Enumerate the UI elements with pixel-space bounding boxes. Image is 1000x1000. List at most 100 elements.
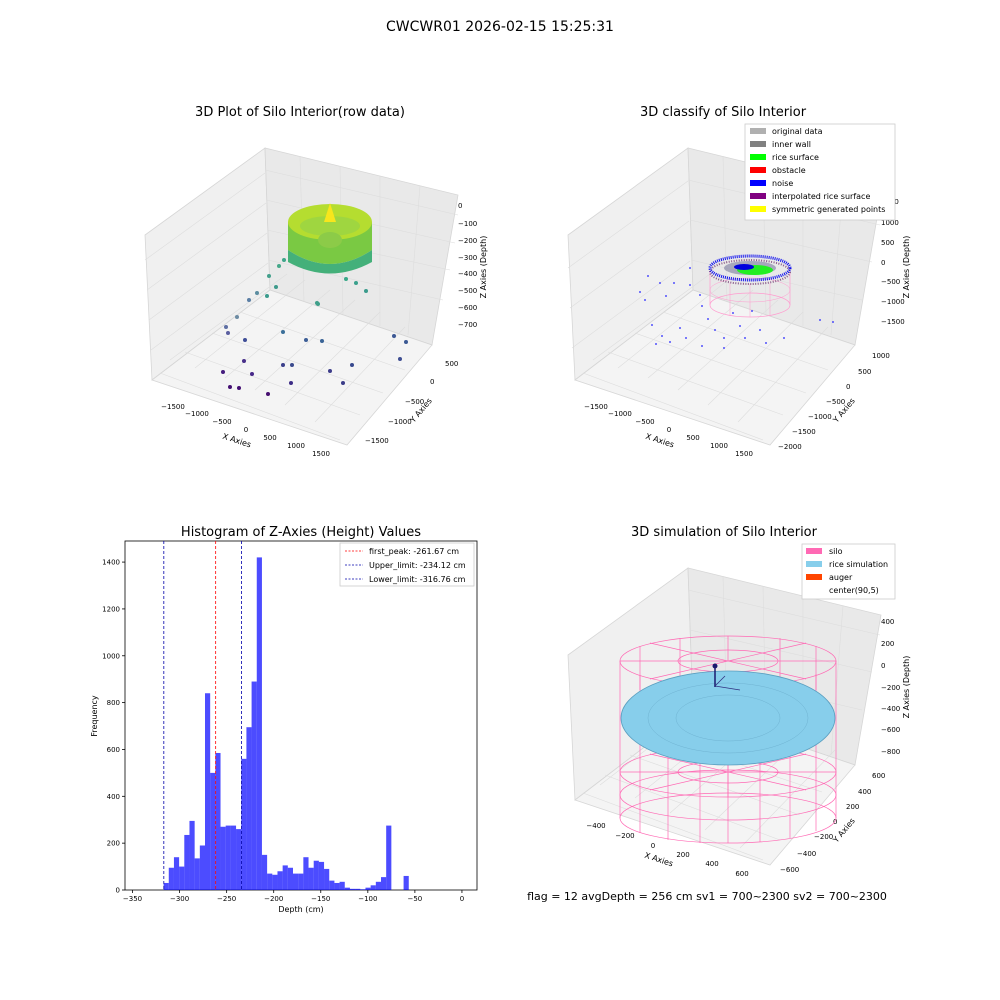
panel-raw-surface [288, 203, 372, 274]
hist-ytick-label: 0 [116, 887, 120, 895]
hist-bar [215, 752, 221, 890]
hist-bar [355, 888, 361, 890]
panel-raw-xlabel: X Axies [221, 432, 252, 450]
panel-simulation-title: 3D simulation of Silo Interior [631, 525, 818, 540]
svg-text:400: 400 [881, 618, 894, 626]
hist-bar [210, 772, 216, 890]
svg-text:0: 0 [881, 259, 885, 267]
svg-text:−200: −200 [458, 237, 477, 245]
hist-bar [184, 834, 190, 890]
svg-text:−500: −500 [458, 287, 477, 295]
legend-label-silo: silo [829, 547, 843, 556]
svg-text:−600: −600 [780, 866, 799, 874]
panel-raw-zlabel: Z Axies (Depth) [479, 236, 488, 299]
panel-classify-zlabel: Z Axies (Depth) [902, 236, 911, 299]
hist-plot-frame [124, 540, 478, 891]
hist-ylabel: Frequency [90, 695, 99, 737]
svg-text:200: 200 [676, 851, 689, 859]
hist-legend-upper-limit: Upper_limit: -234.12 cm [369, 561, 466, 570]
legend-label-inner-wall: inner wall [772, 140, 811, 149]
svg-text:1500: 1500 [312, 450, 330, 458]
svg-text:1000: 1000 [881, 219, 899, 227]
svg-text:−1500: −1500 [792, 428, 816, 436]
svg-text:−1000: −1000 [185, 410, 209, 418]
svg-text:−500: −500 [635, 418, 654, 426]
hist-xtick-label: −200 [264, 895, 283, 903]
panel-raw-title: 3D Plot of Silo Interior(row data) [195, 105, 405, 120]
legend-label-interpolated: interpolated rice surface [772, 192, 870, 201]
legend-swatch-original-data [750, 128, 766, 134]
svg-text:0: 0 [667, 426, 671, 434]
hist-bar [308, 867, 314, 890]
hist-xtick-label: −350 [123, 895, 142, 903]
svg-text:−1000: −1000 [808, 413, 832, 421]
svg-text:0: 0 [881, 662, 885, 670]
svg-text:1000: 1000 [710, 442, 728, 450]
hist-ytick-label: 400 [107, 793, 120, 801]
svg-text:0: 0 [458, 202, 462, 210]
hist-ytick-label: 1000 [102, 652, 120, 660]
hist-bar [313, 860, 319, 890]
panel-simulation-rice-surface [620, 670, 836, 766]
panel-simulation-auger [712, 663, 741, 691]
panel-raw-3d: 3D Plot of Silo Interior(row data) −1500… [144, 105, 488, 458]
hist-ytick-label: 1200 [102, 605, 120, 613]
panel-classify-cylinder [708, 254, 792, 318]
hist-ytick-label: 1400 [102, 559, 120, 567]
legend-swatch-interpolated [750, 193, 766, 199]
panel-classify-xlabel: X Axies [644, 432, 675, 450]
svg-text:−1500: −1500 [881, 318, 905, 326]
svg-text:400: 400 [858, 788, 871, 796]
svg-text:400: 400 [705, 860, 718, 868]
hist-bar [293, 873, 299, 890]
panel-simulation-xticks: −400 −200 0 200 400 600 [586, 822, 748, 878]
hist-xlabel: Depth (cm) [278, 905, 323, 914]
svg-text:−500: −500 [405, 398, 424, 406]
panel-simulation-3d: 3D simulation of Silo Interior −400 −200… [567, 525, 911, 878]
hist-xtick-label: −300 [170, 895, 189, 903]
svg-text:0: 0 [651, 842, 655, 850]
svg-text:−2000: −2000 [778, 443, 802, 451]
panel-classify-3d: 3D classify of Silo Interior −1500 −1000… [567, 105, 911, 458]
status-footer: flag = 12 avgDepth = 256 cm sv1 = 700~23… [527, 890, 887, 903]
svg-text:1500: 1500 [735, 450, 753, 458]
hist-bar [282, 865, 288, 890]
svg-text:−400: −400 [797, 850, 816, 858]
hist-xtick-label: −150 [311, 895, 330, 903]
hist-bar [329, 880, 335, 890]
hist-bar [189, 820, 195, 890]
legend-label-rice-surface: rice surface [772, 153, 819, 162]
panel-classify-xticks: −1500 −1000 −500 0 500 1000 1500 [584, 403, 753, 458]
hist-bar [324, 868, 330, 890]
svg-text:0: 0 [430, 378, 434, 386]
svg-text:200: 200 [881, 640, 894, 648]
legend-label-noise: noise [772, 179, 793, 188]
svg-text:1000: 1000 [287, 442, 305, 450]
legend-swatch-obstacle [750, 167, 766, 173]
svg-text:−1500: −1500 [161, 403, 185, 411]
panel-simulation-yticks: 600 400 200 0 −200 −400 −600 [780, 772, 885, 874]
svg-text:500: 500 [686, 434, 699, 442]
hist-bar [349, 888, 356, 890]
hist-legend: first_peak: -261.67 cm Upper_limit: -234… [339, 542, 475, 587]
svg-text:−500: −500 [212, 418, 231, 426]
hist-bar [199, 845, 205, 890]
hist-bar [251, 681, 257, 890]
svg-text:1000: 1000 [872, 352, 890, 360]
panel-classify-yticks: 1000 500 0 −500 −1000 −1500 −2000 [778, 352, 890, 451]
legend-swatch-noise [750, 180, 766, 186]
figure-suptitle: CWCWR01 2026-02-15 15:25:31 [386, 19, 614, 35]
svg-text:500: 500 [445, 360, 458, 368]
hist-ytick-label: 200 [107, 840, 120, 848]
panel-raw-points [221, 258, 408, 396]
svg-text:−1500: −1500 [584, 403, 608, 411]
panel-simulation-legend: silo rice simulation auger center(90,5) [801, 543, 896, 600]
hist-bar [256, 557, 262, 890]
hist-xtick-label: 0 [460, 895, 464, 903]
svg-text:−1000: −1000 [388, 418, 412, 426]
svg-text:600: 600 [735, 870, 748, 878]
panel-raw-xticks: −1500 −1000 −500 0 500 1000 1500 [161, 403, 330, 458]
svg-text:−1000: −1000 [881, 298, 905, 306]
hist-bar [168, 867, 174, 890]
